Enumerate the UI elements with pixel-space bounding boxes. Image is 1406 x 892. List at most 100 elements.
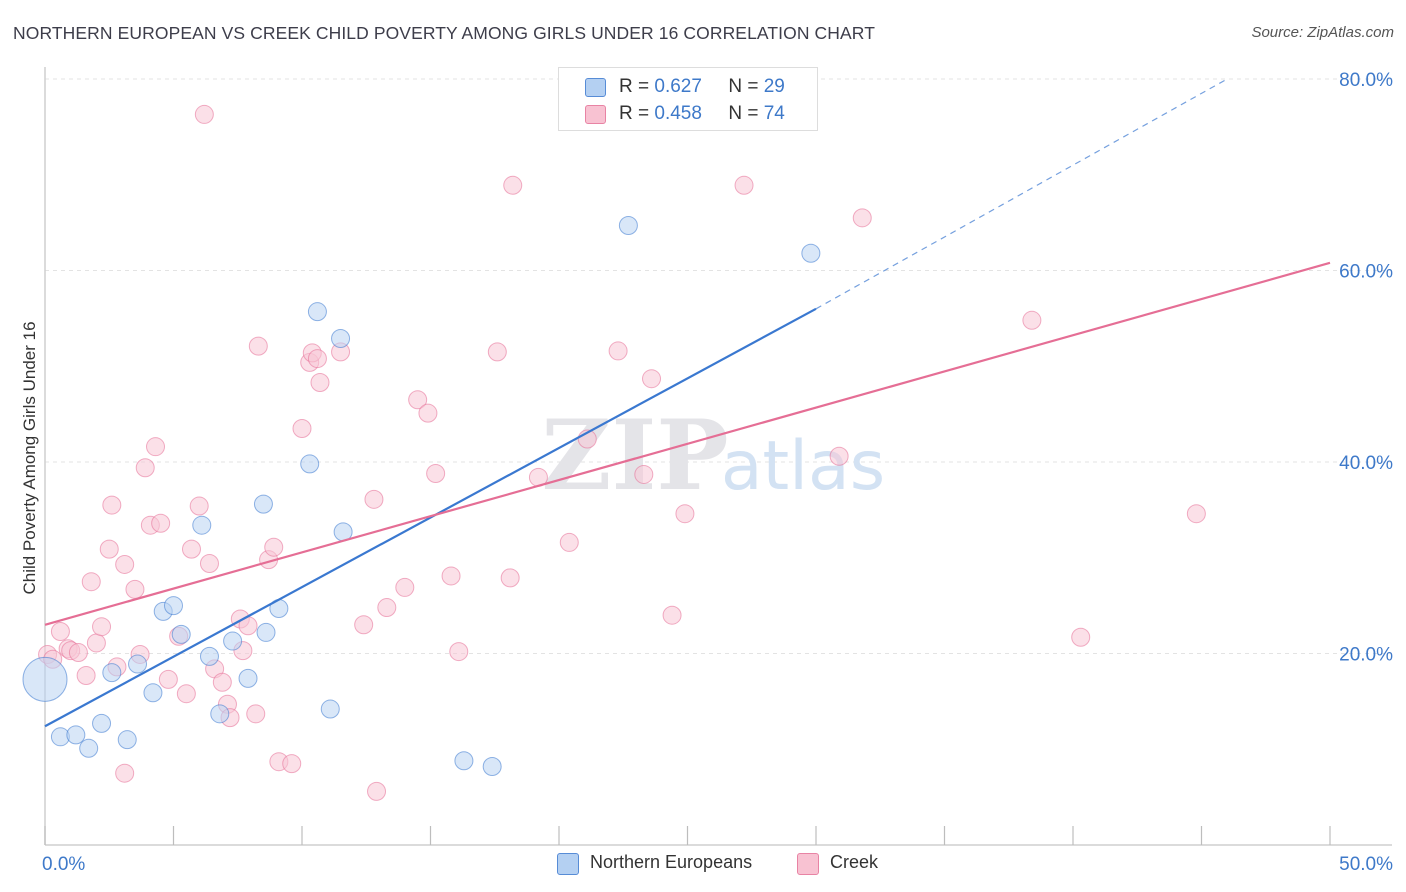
data-point xyxy=(199,646,219,666)
data-point xyxy=(189,496,209,516)
trend-line-1 xyxy=(44,261,1331,626)
data-point xyxy=(482,756,502,776)
source-label: Source: ZipAtlas.com xyxy=(1251,24,1394,41)
data-point xyxy=(146,437,166,457)
data-point xyxy=(395,577,415,597)
data-point xyxy=(559,532,579,552)
watermark: ZIP atlas xyxy=(541,399,885,512)
data-point xyxy=(441,566,461,586)
data-point xyxy=(307,349,327,369)
data-point xyxy=(117,730,137,750)
data-point xyxy=(192,515,212,535)
data-point xyxy=(662,605,682,625)
legend-swatch-northern-europeans xyxy=(585,78,606,97)
data-point xyxy=(66,725,86,745)
data-point xyxy=(253,494,273,514)
data-point xyxy=(81,572,101,592)
x-tick-label: 0.0% xyxy=(42,854,85,875)
data-point xyxy=(68,643,88,663)
trend-line-0 xyxy=(44,307,817,728)
series-creek-points xyxy=(38,104,1206,801)
data-point xyxy=(135,458,155,478)
y-tick-label: 20.0% xyxy=(1339,645,1393,666)
data-point xyxy=(102,663,122,683)
n-value: 74 xyxy=(763,103,785,124)
data-point xyxy=(181,539,201,559)
data-point xyxy=(734,175,754,195)
data-point xyxy=(176,684,196,704)
data-point xyxy=(500,568,520,588)
data-point xyxy=(331,328,351,348)
watermark-atlas: atlas xyxy=(721,427,885,506)
data-point xyxy=(171,624,191,644)
data-point xyxy=(158,669,178,689)
data-point xyxy=(408,390,428,410)
data-point xyxy=(310,373,330,393)
y-axis-label: Child Poverty Among Girls Under 16 xyxy=(20,321,39,595)
data-point xyxy=(115,763,135,783)
data-point xyxy=(852,208,872,228)
y-tick-label: 80.0% xyxy=(1339,70,1393,91)
legend-label: Northern Europeans xyxy=(590,852,753,872)
data-point xyxy=(246,704,266,724)
watermark-zip: ZIP xyxy=(541,399,728,512)
data-point xyxy=(377,598,397,618)
data-point xyxy=(143,683,163,703)
data-point xyxy=(151,513,171,533)
data-point xyxy=(115,554,135,574)
data-point xyxy=(801,243,821,263)
legend-label: Creek xyxy=(830,852,879,872)
data-point xyxy=(1071,627,1091,647)
data-point xyxy=(238,668,258,688)
data-point xyxy=(487,342,507,362)
data-point xyxy=(86,633,106,653)
data-point xyxy=(829,446,849,466)
data-point xyxy=(354,615,374,635)
data-point xyxy=(1186,504,1206,524)
axes xyxy=(44,67,1392,846)
legend-swatch-creek xyxy=(797,853,819,875)
data-point xyxy=(426,463,446,483)
data-point xyxy=(223,631,243,651)
data-point xyxy=(99,539,119,559)
data-point xyxy=(248,336,268,356)
legend-swatch-northern-europeans xyxy=(557,853,579,875)
series-northern-europeans-points xyxy=(22,215,821,776)
data-point xyxy=(320,699,340,719)
data-point xyxy=(210,704,230,724)
data-point xyxy=(454,751,474,771)
data-point xyxy=(164,596,183,616)
data-point xyxy=(292,418,312,438)
data-point xyxy=(125,579,145,599)
data-point xyxy=(675,504,695,524)
data-point xyxy=(1022,310,1042,330)
legend-swatch-creek xyxy=(585,105,606,124)
data-point xyxy=(92,617,112,637)
data-point xyxy=(364,489,384,509)
data-point xyxy=(256,622,276,642)
data-point xyxy=(92,713,112,733)
data-points xyxy=(22,104,1206,801)
trend-extension-0 xyxy=(815,78,1228,310)
data-point xyxy=(618,215,638,235)
data-point xyxy=(50,621,70,641)
data-point xyxy=(22,656,68,702)
data-point xyxy=(79,738,99,758)
data-point xyxy=(212,672,232,692)
y-tick-label: 60.0% xyxy=(1339,262,1393,283)
data-point xyxy=(102,495,122,515)
data-point xyxy=(418,403,438,423)
trend-lines xyxy=(44,78,1331,728)
data-point xyxy=(608,341,628,361)
r-label: R = xyxy=(619,103,650,124)
data-point xyxy=(300,454,320,474)
data-point xyxy=(282,754,302,774)
chart-title: NORTHERN EUROPEAN VS CREEK CHILD POVERTY… xyxy=(13,23,876,43)
data-point xyxy=(307,302,327,322)
r-value: 0.458 xyxy=(654,103,702,124)
data-point xyxy=(367,781,387,801)
data-point xyxy=(128,654,148,674)
data-point xyxy=(194,104,214,124)
data-point xyxy=(642,369,662,389)
